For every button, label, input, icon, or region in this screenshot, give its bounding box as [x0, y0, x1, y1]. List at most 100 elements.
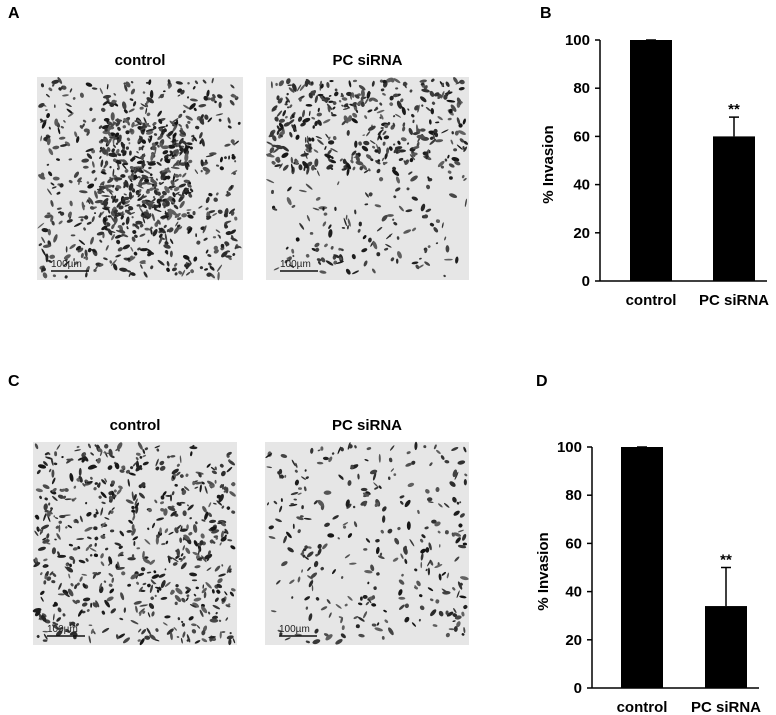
cell [301, 505, 304, 510]
cell [347, 218, 351, 227]
cell [75, 245, 81, 251]
cell [144, 199, 151, 202]
cell [174, 527, 179, 534]
cell [420, 203, 426, 212]
cell [365, 601, 370, 606]
cell [116, 167, 119, 171]
cell [189, 98, 198, 102]
cell [315, 247, 320, 252]
cell [150, 226, 153, 229]
cell [297, 487, 302, 490]
cell [344, 603, 348, 607]
cell [57, 607, 62, 613]
cell [324, 98, 328, 103]
cell [117, 561, 120, 567]
cell [137, 247, 141, 251]
cell [121, 163, 127, 170]
cell [309, 143, 312, 153]
cell [443, 502, 450, 508]
cell [382, 79, 387, 84]
cell [268, 525, 274, 530]
cell [290, 492, 299, 496]
cell [459, 582, 463, 586]
cell [111, 480, 115, 485]
cell [224, 156, 227, 160]
cell [376, 143, 380, 152]
cell [207, 210, 216, 214]
bar [630, 40, 672, 281]
cell [144, 178, 150, 183]
cell [194, 640, 201, 644]
cell [217, 94, 223, 99]
cell [400, 137, 407, 142]
cell [328, 612, 332, 618]
cell [212, 541, 216, 544]
cell [292, 83, 297, 92]
cell [411, 196, 418, 201]
cell [160, 194, 165, 199]
cell [454, 556, 460, 562]
cell [123, 82, 126, 85]
cell [281, 152, 289, 158]
cell [121, 233, 129, 238]
cell [122, 125, 127, 129]
cell [126, 270, 132, 273]
cell [417, 509, 420, 515]
cell [286, 106, 290, 109]
cell [361, 164, 368, 171]
cell [174, 262, 178, 267]
cell [410, 175, 418, 182]
cell [97, 447, 103, 453]
cell [306, 551, 314, 558]
cell [215, 113, 224, 116]
cell [432, 132, 435, 140]
cell [295, 237, 300, 242]
cell [369, 469, 378, 475]
cell [402, 126, 406, 132]
cell [151, 204, 156, 209]
cell [316, 461, 324, 465]
cell [117, 247, 123, 252]
cell [115, 185, 122, 189]
cell [271, 189, 274, 195]
cell [114, 198, 119, 203]
cell [456, 590, 460, 599]
cell [268, 536, 276, 540]
cell [232, 638, 236, 644]
cell [219, 542, 222, 546]
cell [74, 518, 79, 524]
cell [311, 116, 316, 120]
cell [461, 174, 465, 179]
cell [94, 536, 99, 541]
cell [51, 79, 60, 85]
cell [371, 80, 375, 87]
cell [282, 110, 287, 117]
cell [123, 118, 129, 123]
cell [166, 130, 174, 137]
cell [116, 488, 122, 495]
cell [427, 501, 434, 503]
cell [362, 492, 369, 497]
cell [358, 221, 362, 227]
cell [70, 234, 76, 237]
cell [156, 448, 160, 452]
cell [459, 513, 465, 518]
cell [43, 135, 51, 141]
cell [81, 602, 88, 607]
cell [334, 206, 337, 212]
cell [58, 520, 62, 524]
cell [81, 123, 85, 128]
cell [119, 469, 125, 473]
y-axis-label: % Invasion [535, 532, 552, 610]
cell [279, 134, 283, 138]
cell [136, 184, 144, 189]
cell [73, 257, 75, 262]
cell [110, 259, 118, 266]
cell [178, 173, 182, 177]
cell [79, 92, 84, 98]
cell [174, 272, 178, 276]
cell [164, 158, 171, 164]
cell [42, 484, 50, 490]
cell [111, 99, 117, 104]
cell [215, 164, 220, 167]
